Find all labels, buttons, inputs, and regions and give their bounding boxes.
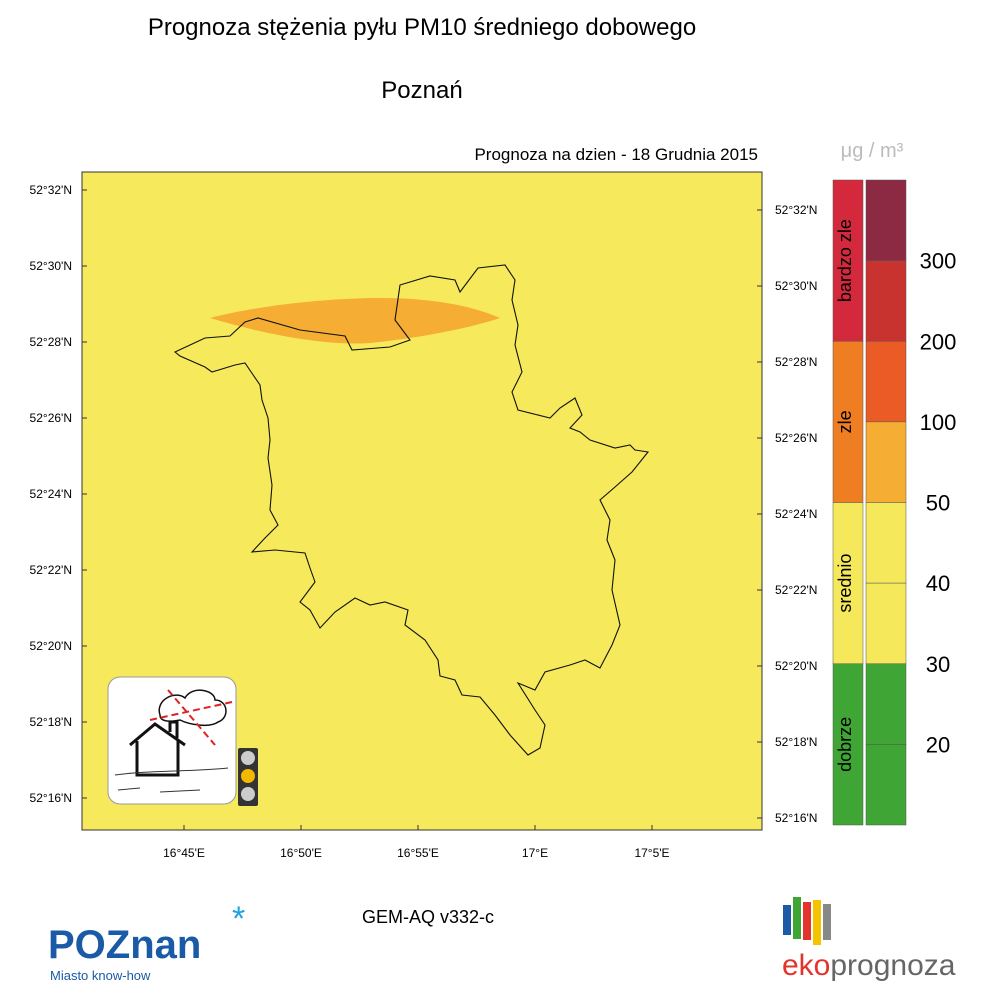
lon-label: 17°E — [522, 846, 548, 860]
light-on — [241, 769, 255, 783]
legend-category-label: zle — [835, 410, 855, 433]
legend-category — [832, 179, 864, 342]
legend-scale-step — [865, 179, 907, 261]
smog-icon — [107, 676, 258, 806]
legend-scale-step — [865, 744, 907, 826]
lat-label-right: 52°32'N — [775, 203, 817, 217]
lat-label-right: 52°30'N — [775, 279, 817, 293]
lat-label-right: 52°28'N — [775, 355, 817, 369]
legend-scale-step — [865, 341, 907, 423]
plume — [210, 298, 500, 344]
logo-eko: eko — [782, 949, 830, 982]
legend-category — [832, 341, 864, 503]
title: Prognoza stężenia pyłu PM10 średniego do… — [148, 14, 696, 41]
lon-label: 17°5'E — [634, 846, 669, 860]
logo-star: * — [232, 900, 245, 938]
logo-right-bars — [783, 897, 831, 945]
lon-label: 16°50'E — [280, 846, 322, 860]
ground — [114, 767, 229, 793]
legend-scale-step — [865, 260, 907, 342]
city-boundary — [173, 264, 650, 756]
subtitle: Poznań — [381, 77, 462, 104]
lat-label-right: 52°26'N — [775, 431, 817, 445]
lat-label-left: 52°22'N — [30, 563, 72, 577]
lat-label-right: 52°22'N — [775, 583, 817, 597]
light-off — [241, 787, 255, 801]
lat-label-left: 52°18'N — [30, 715, 72, 729]
legend-scale-step — [865, 582, 907, 664]
legend-scale-step — [865, 663, 907, 745]
legend-threshold: 300 — [920, 249, 957, 274]
legend-threshold: 40 — [926, 571, 950, 596]
lat-label-left: 52°26'N — [30, 411, 72, 425]
legend-category-label: bardzo zle — [835, 219, 855, 302]
lat-label-right: 52°18'N — [775, 735, 817, 749]
logo-left: POZnan — [48, 923, 201, 967]
light-off — [241, 751, 255, 765]
map — [81, 171, 763, 831]
legend-category-label: dobrze — [835, 717, 855, 772]
legend-threshold: 30 — [926, 652, 950, 677]
legend-threshold: 100 — [920, 410, 957, 435]
house — [129, 720, 186, 777]
lon-label: 16°55'E — [397, 846, 439, 860]
lat-label-left: 52°16'N — [30, 791, 72, 805]
lat-label-left: 52°24'N — [30, 487, 72, 501]
logo-prognoza: prognoza — [830, 949, 955, 982]
lon-label: 16°45'E — [163, 846, 205, 860]
model-label: GEM-AQ v332-c — [362, 907, 494, 927]
lat-label-right: 52°16'N — [775, 811, 817, 825]
lat-label-right: 52°24'N — [775, 507, 817, 521]
legend-threshold: 20 — [926, 732, 950, 757]
legend-category — [832, 663, 864, 826]
lat-label-left: 52°20'N — [30, 639, 72, 653]
date-label: Prognoza na dzien - 18 Grudnia 2015 — [474, 145, 758, 164]
legend-threshold: 200 — [920, 329, 957, 354]
logo-right: ekoprognoza — [782, 949, 956, 982]
legend-threshold: 50 — [926, 491, 950, 516]
lat-label-left: 52°32'N — [30, 183, 72, 197]
legend-category — [832, 502, 864, 664]
legend-scale-step — [865, 502, 907, 584]
lat-label-right: 52°20'N — [775, 659, 817, 673]
lat-label-left: 52°28'N — [30, 335, 72, 349]
legend-scale-step — [865, 421, 907, 503]
legend-category-label: srednio — [835, 554, 855, 613]
lat-label-left: 52°30'N — [30, 259, 72, 273]
unit-label: μg / m³ — [841, 140, 904, 162]
tagline: Miasto know-how — [50, 968, 151, 983]
cross — [149, 689, 233, 746]
